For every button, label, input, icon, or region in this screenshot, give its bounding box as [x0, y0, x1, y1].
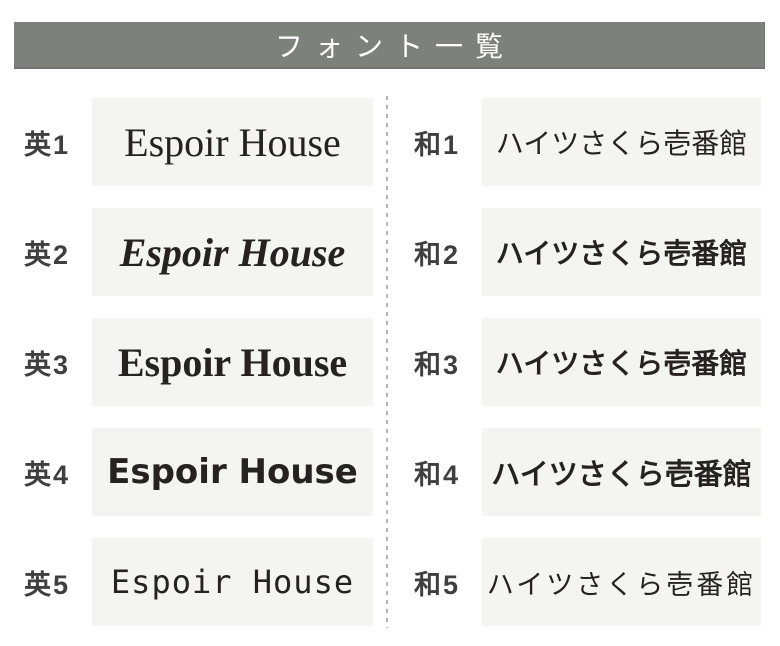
font-sample-box: Espoir House — [92, 428, 373, 516]
page-header: フォント一覧 — [14, 22, 765, 69]
font-list: 英1 Espoir House 英2 Espoir House 英3 Espoi… — [0, 96, 780, 628]
font-row-label: 和2 — [414, 239, 461, 270]
font-row-label: 和5 — [414, 569, 461, 600]
font-sample-box: Espoir House — [92, 208, 373, 296]
font-row-label: 英3 — [24, 349, 71, 380]
font-row-ja3: 和3 ハイツさくら壱番館 — [414, 318, 761, 406]
font-row-en2: 英2 Espoir House — [24, 208, 373, 296]
font-sample-text: ハイツさくら壱番館 — [486, 569, 757, 600]
font-row-en3: 英3 Espoir House — [24, 318, 373, 406]
font-sample-box: ハイツさくら壱番館 — [482, 428, 761, 516]
font-sample-box: ハイツさくら壱番館 — [482, 318, 761, 406]
font-row-en1: 英1 Espoir House — [24, 98, 373, 186]
font-row-label: 英5 — [24, 569, 71, 600]
font-sample-box: ハイツさくら壱番館 — [482, 208, 761, 296]
font-row-ja2: 和2 ハイツさくら壱番館 — [414, 208, 761, 296]
font-sample-box: Espoir House — [92, 538, 373, 626]
font-row-label: 英2 — [24, 239, 71, 270]
font-row-label: 和4 — [414, 459, 461, 490]
font-row-label: 英1 — [24, 129, 71, 160]
font-sample-box: Espoir House — [92, 98, 373, 186]
font-sample-text: Espoir House — [124, 119, 341, 165]
font-row-en4: 英4 Espoir House — [24, 428, 373, 516]
font-row-en5: 英5 Espoir House — [24, 538, 373, 626]
font-sample-text: Espoir House — [119, 229, 346, 275]
font-sample-box: ハイツさくら壱番館 — [482, 98, 761, 186]
page-title: フォント一覧 — [274, 30, 515, 62]
font-row-label: 和3 — [414, 349, 461, 380]
font-sample-text: ハイツさくら壱番館 — [495, 237, 748, 270]
font-sample-text: ハイツさくら壱番館 — [495, 128, 748, 159]
font-sample-text: Espoir House — [107, 452, 358, 492]
font-row-ja5: 和5 ハイツさくら壱番館 — [414, 538, 761, 626]
font-sample-text: ハイツさくら壱番館 — [495, 349, 748, 380]
font-sample-text: Espoir House — [110, 563, 355, 601]
font-sample-box: Espoir House — [92, 318, 373, 406]
column-divider-dashed-line — [386, 96, 388, 628]
font-row-label: 和1 — [414, 129, 461, 160]
font-row-label: 英4 — [24, 459, 71, 490]
font-sample-box: ハイツさくら壱番館 — [482, 538, 761, 626]
font-sample-text: ハイツさくら壱番館 — [491, 459, 752, 491]
english-font-column: 英1 Espoir House 英2 Espoir House 英3 Espoi… — [0, 98, 386, 628]
font-row-ja4: 和4 ハイツさくら壱番館 — [414, 428, 761, 516]
font-sample-text: Espoir House — [117, 339, 348, 385]
japanese-font-column: 和1 ハイツさくら壱番館 和2 ハイツさくら壱番館 和3 ハイツさくら壱番館 和… — [388, 98, 778, 628]
font-row-ja1: 和1 ハイツさくら壱番館 — [414, 98, 761, 186]
